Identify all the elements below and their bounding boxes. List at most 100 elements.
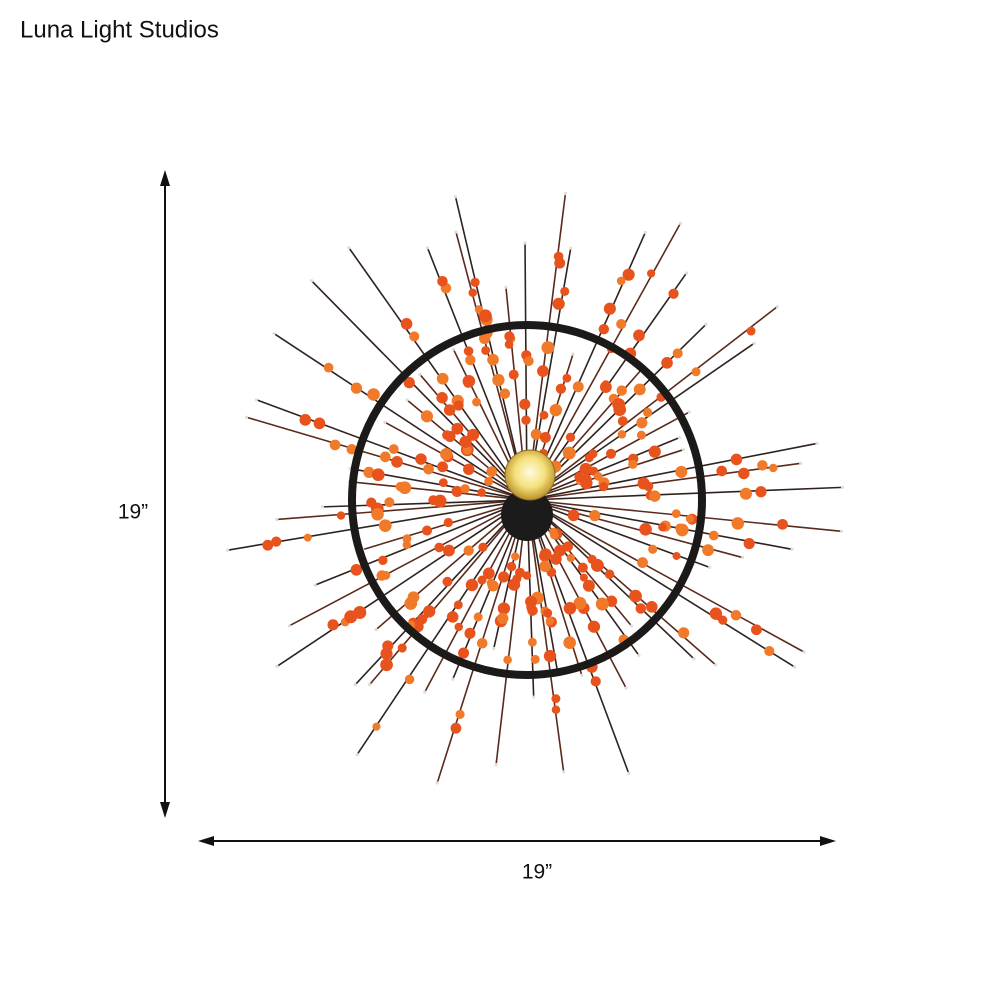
- blossom: [555, 383, 567, 394]
- blossom: [442, 576, 453, 587]
- blossom: [313, 417, 326, 430]
- blossom: [671, 509, 681, 519]
- blossom: [685, 514, 695, 524]
- blossom: [398, 481, 412, 495]
- blossom: [563, 601, 577, 615]
- blossom: [603, 302, 616, 315]
- blossom: [645, 601, 658, 613]
- branch: [526, 499, 695, 660]
- blossom: [465, 578, 479, 592]
- bud: [309, 279, 314, 283]
- blossom: [503, 655, 512, 665]
- blossom: [476, 637, 488, 649]
- blossom: [455, 709, 465, 719]
- blossom: [643, 407, 653, 418]
- bud: [353, 683, 357, 687]
- blossom: [346, 444, 358, 455]
- bud: [454, 230, 458, 234]
- lamp: [226, 192, 845, 785]
- blossom: [562, 446, 576, 460]
- branch: [356, 499, 528, 756]
- blossom: [579, 573, 588, 582]
- blossom: [598, 482, 609, 492]
- bud: [405, 398, 409, 402]
- blossom: [437, 276, 448, 287]
- blossom: [527, 605, 538, 616]
- blossom: [423, 463, 434, 475]
- blossom: [573, 596, 587, 610]
- bud: [627, 771, 631, 775]
- blossom: [567, 509, 580, 522]
- blossom: [443, 517, 453, 528]
- blossom: [504, 340, 514, 349]
- blossom: [566, 553, 576, 563]
- blossom: [463, 545, 474, 556]
- blossom: [635, 603, 647, 614]
- blossom: [450, 722, 462, 734]
- blossom: [442, 544, 455, 557]
- blossom: [751, 624, 762, 636]
- blossom: [327, 619, 339, 631]
- blossom: [404, 674, 415, 685]
- blossom: [402, 534, 412, 544]
- bud: [435, 781, 439, 785]
- blossom: [582, 579, 595, 592]
- bud: [714, 663, 718, 667]
- blossom: [636, 417, 648, 429]
- blossom: [545, 616, 555, 626]
- blossom: [514, 567, 525, 578]
- bud: [523, 241, 527, 245]
- blossom: [661, 357, 673, 369]
- bud: [275, 517, 279, 521]
- bud: [840, 485, 845, 489]
- blossom: [616, 276, 626, 286]
- bud: [752, 341, 756, 345]
- blossom: [458, 647, 470, 659]
- blossom: [541, 341, 555, 355]
- blossom: [639, 523, 652, 536]
- blossom: [523, 356, 534, 367]
- blossom: [554, 257, 566, 269]
- blossom: [580, 476, 593, 490]
- arrow-head: [820, 836, 836, 846]
- blossom: [565, 432, 576, 442]
- blossom: [433, 494, 447, 508]
- arrow-head: [160, 802, 170, 818]
- blossom: [409, 331, 420, 342]
- blossom: [381, 570, 391, 580]
- blossom: [329, 439, 341, 451]
- blossom: [730, 610, 742, 621]
- blossom: [702, 544, 714, 557]
- blossom: [400, 318, 413, 330]
- bud: [275, 664, 279, 669]
- bud: [226, 548, 230, 552]
- ring: [348, 321, 706, 679]
- bud: [492, 646, 496, 651]
- blossom: [550, 553, 562, 565]
- blossom: [637, 477, 650, 490]
- blossom: [590, 676, 601, 687]
- blossom: [599, 381, 612, 393]
- blossom: [764, 646, 775, 657]
- blossom: [507, 578, 521, 591]
- blossom: [371, 507, 384, 521]
- blossom: [437, 461, 448, 473]
- blossom: [549, 403, 563, 417]
- blossom: [367, 388, 380, 401]
- branch: [349, 480, 528, 501]
- blossom: [730, 453, 743, 466]
- blossom: [378, 519, 392, 533]
- blossom: [691, 367, 701, 377]
- width-arrow: [198, 836, 836, 846]
- branch: [273, 332, 528, 501]
- blossom: [539, 560, 551, 572]
- blossom: [604, 569, 615, 580]
- bud: [451, 347, 455, 351]
- blossom: [593, 471, 603, 481]
- blossom: [378, 555, 388, 566]
- blossom: [589, 510, 601, 522]
- blossom: [454, 622, 463, 632]
- branch: [322, 499, 528, 508]
- blossom: [436, 392, 448, 404]
- branch: [526, 462, 801, 501]
